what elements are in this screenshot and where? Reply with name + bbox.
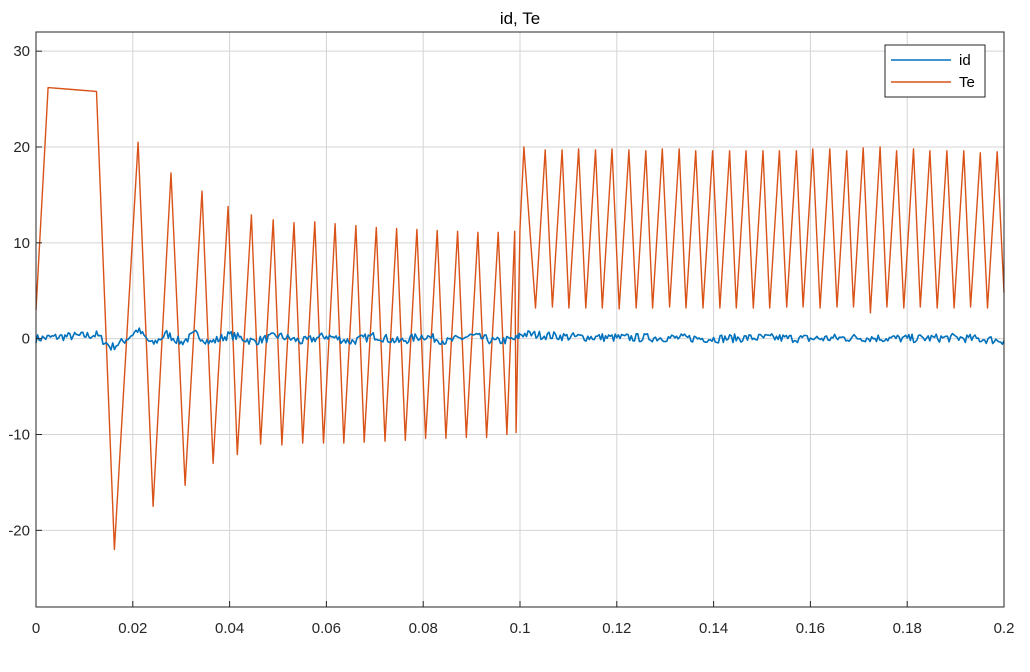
y-tick-label: 0	[22, 331, 30, 348]
plot-series	[35, 86, 1005, 551]
y-tick-label: -10	[8, 427, 30, 444]
x-tick-label: 0.06	[312, 620, 341, 637]
grid-lines	[35, 32, 1005, 607]
x-tick-label: 0	[32, 620, 40, 637]
legend: id Te	[884, 44, 986, 98]
x-tick-label: 0.14	[699, 620, 728, 637]
y-tick-label: -20	[8, 522, 30, 539]
series-line-te	[35, 86, 1005, 551]
legend-label: Te	[959, 74, 975, 91]
x-tick-label: 0.18	[893, 620, 922, 637]
x-axis-ticks: 0 0.02 0.04 0.06 0.08 0.1 0.12 0.14 0.16 0.18 0.2	[32, 601, 1015, 637]
y-tick-label: 30	[13, 43, 30, 60]
x-tick-label: 0.02	[118, 620, 147, 637]
x-tick-label: 0.12	[602, 620, 631, 637]
x-tick-label: 0.1	[510, 620, 531, 637]
y-tick-label: 20	[13, 139, 30, 156]
y-axis-ticks: -20 -10 0 10 20 30	[8, 43, 42, 539]
legend-label: id	[959, 52, 971, 69]
x-tick-label: 0.2	[994, 620, 1015, 637]
x-tick-label: 0.08	[409, 620, 438, 637]
chart-title: id, Te	[500, 9, 540, 28]
x-tick-label: 0.16	[796, 620, 825, 637]
y-tick-label: 10	[13, 235, 30, 252]
series-line-id	[35, 327, 1005, 351]
legend-box	[884, 44, 986, 98]
x-tick-label: 0.04	[215, 620, 244, 637]
